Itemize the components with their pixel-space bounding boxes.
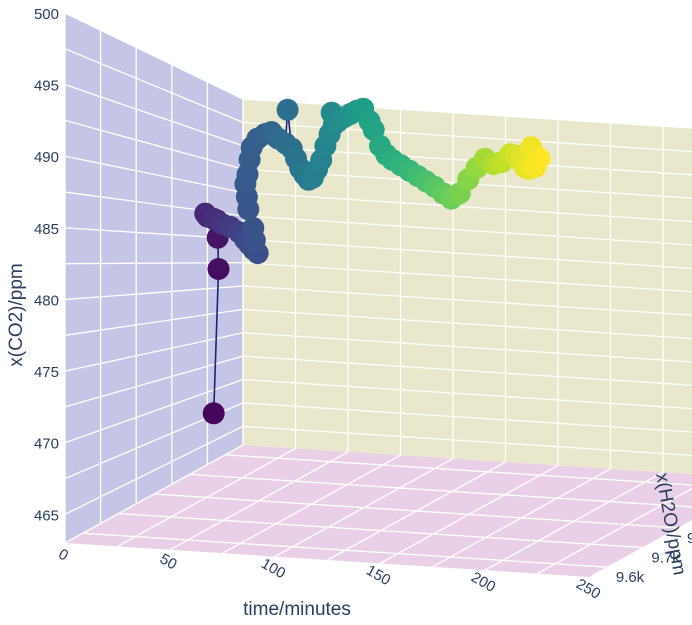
gridline-t-floor (117, 447, 296, 547)
x-tick-label: 50 (157, 550, 180, 573)
z-tick-label: 485 (34, 221, 59, 238)
x-axis-title: time/minutes (243, 599, 351, 620)
x-tick-label: 0 (55, 546, 71, 565)
z-tick-label: 475 (34, 364, 59, 381)
z-axis-title: x(CO2)/ppm (6, 263, 27, 366)
z-tick-label: 500 (34, 6, 59, 23)
z-tick-label: 480 (34, 293, 59, 310)
chart-grid (64, 12, 692, 578)
gridline-t-floor (432, 468, 611, 568)
data-point (242, 217, 265, 240)
x-tick-label: 200 (468, 569, 498, 596)
gridline-z-left (64, 378, 244, 444)
data-point (207, 258, 230, 280)
gridline-z-left (64, 12, 244, 100)
wall-t-z-plane (243, 99, 692, 475)
z-tick-label: 495 (34, 78, 59, 95)
gridline-z-left (64, 155, 244, 194)
y-tick-label: 9.8k (687, 530, 692, 547)
gridline-t-floor (537, 487, 692, 575)
z-tick-label: 470 (34, 436, 59, 453)
gridline-z-left (64, 84, 244, 147)
x-tick-label: 150 (363, 562, 393, 589)
z-tick-label: 465 (34, 507, 59, 524)
wall-h-z-plane (65, 13, 243, 543)
gridline-z-left (64, 355, 244, 408)
y-tick-label: 9.6k (616, 569, 645, 586)
data-point (528, 147, 551, 170)
data-markers (194, 97, 551, 425)
gridline-t-floor (222, 454, 401, 554)
y-tick-label: 9.7k (651, 549, 680, 566)
gridline-t-floor (327, 461, 506, 561)
gridline-z-left (64, 332, 244, 372)
z-tick-label: 490 (34, 149, 59, 166)
gridline-z-left (64, 48, 244, 123)
data-point (202, 402, 225, 425)
gridline-z-left (64, 308, 244, 336)
gridline-z-left (64, 285, 244, 301)
gridline-z-left (64, 425, 244, 515)
x-tick-label: 250 (573, 575, 603, 602)
x-tick-label: 100 (258, 555, 288, 582)
gridline-z-left (64, 119, 244, 170)
data-point (276, 98, 299, 121)
